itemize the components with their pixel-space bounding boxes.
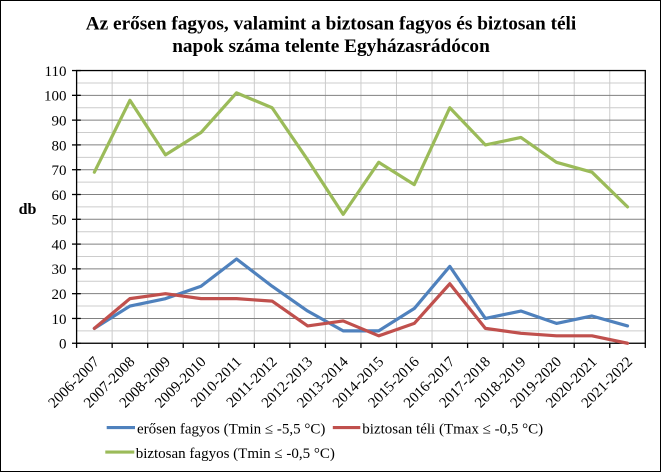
svg-text:db: db bbox=[19, 201, 37, 218]
svg-text:0: 0 bbox=[59, 337, 67, 353]
svg-text:30: 30 bbox=[52, 262, 67, 278]
svg-text:90: 90 bbox=[52, 113, 67, 129]
svg-text:biztosan fagyos (Tmin ≤ -0,5 °: biztosan fagyos (Tmin ≤ -0,5 °C) bbox=[136, 446, 335, 462]
svg-text:80: 80 bbox=[52, 138, 67, 154]
svg-text:70: 70 bbox=[52, 163, 67, 179]
svg-text:10: 10 bbox=[52, 312, 67, 328]
svg-text:50: 50 bbox=[52, 213, 67, 229]
svg-text:20: 20 bbox=[52, 287, 67, 303]
svg-text:60: 60 bbox=[52, 188, 67, 204]
svg-text:40: 40 bbox=[52, 237, 67, 253]
svg-text:biztosan téli (Tmax ≤ -0,5 °C): biztosan téli (Tmax ≤ -0,5 °C) bbox=[362, 421, 543, 437]
svg-text:erősen fagyos (Tmin ≤ -5,5 °C): erősen fagyos (Tmin ≤ -5,5 °C) bbox=[137, 421, 325, 437]
svg-text:Az erősen fagyos, valamint a b: Az erősen fagyos, valamint a biztosan fa… bbox=[86, 13, 577, 34]
svg-text:110: 110 bbox=[45, 64, 67, 80]
svg-text:napok száma telente Egyházasrá: napok száma telente Egyházasrádócon bbox=[172, 36, 490, 57]
svg-text:100: 100 bbox=[44, 89, 67, 105]
